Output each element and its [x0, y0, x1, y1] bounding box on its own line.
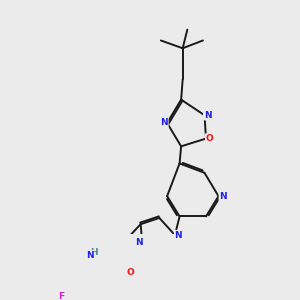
- Text: N: N: [175, 231, 182, 240]
- Text: N: N: [160, 118, 168, 127]
- Text: O: O: [126, 268, 134, 277]
- Text: H: H: [90, 248, 97, 257]
- Text: N: N: [86, 251, 94, 260]
- Text: N: N: [219, 192, 227, 201]
- Text: N: N: [204, 111, 211, 120]
- Text: F: F: [58, 292, 64, 300]
- Text: O: O: [206, 134, 213, 143]
- Text: N: N: [135, 238, 142, 247]
